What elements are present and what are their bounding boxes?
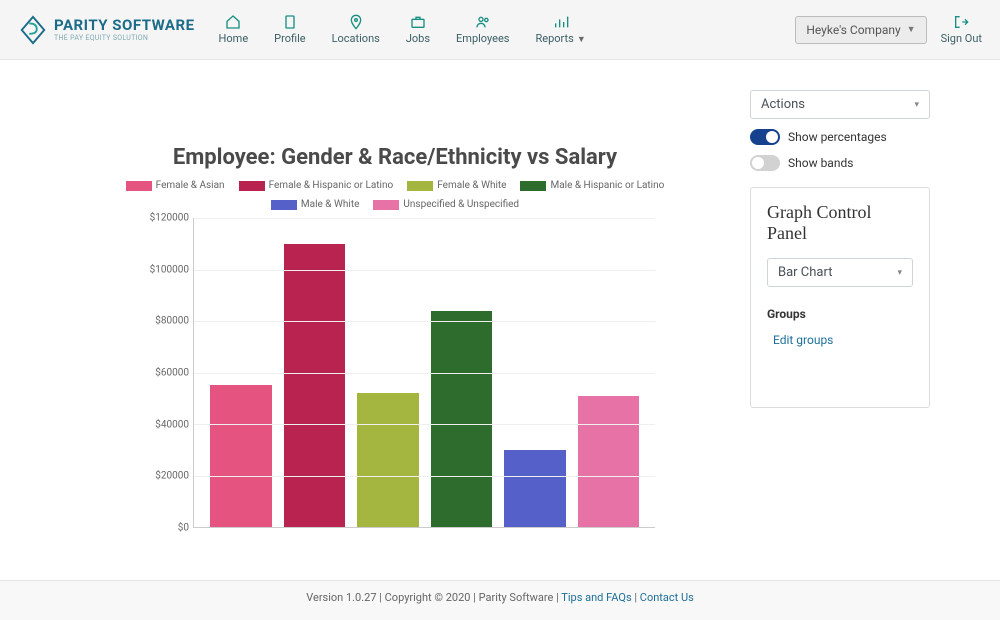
- page-body: Employee: Gender & Race/Ethnicity vs Sal…: [0, 60, 1000, 568]
- chart-type-dropdown[interactable]: Bar Chart ▾: [767, 258, 913, 287]
- legend-item[interactable]: Male & Hispanic or Latino: [520, 180, 664, 191]
- y-tick-label: $0: [178, 523, 189, 534]
- topbar: PARITY SOFTWARE THE PAY EQUITY SOLUTION …: [0, 0, 1000, 60]
- home-icon: [225, 14, 241, 30]
- legend-item[interactable]: Male & White: [271, 199, 359, 210]
- y-tick-label: $100000: [150, 264, 189, 275]
- legend-item[interactable]: Unspecified & Unspecified: [373, 199, 519, 210]
- legend-label: Female & Asian: [156, 180, 225, 191]
- profile-icon: [282, 14, 298, 30]
- sign-out-icon: [953, 14, 969, 30]
- legend-label: Male & White: [301, 199, 359, 210]
- chevron-down-icon: ▼: [577, 35, 586, 45]
- employees-icon: [475, 14, 491, 30]
- legend-item[interactable]: Female & White: [407, 180, 506, 191]
- legend-swatch: [271, 200, 297, 210]
- chart-bar[interactable]: [504, 450, 566, 527]
- y-tick-label: $80000: [155, 316, 189, 327]
- footer-tips-link[interactable]: Tips and FAQs: [561, 591, 631, 604]
- footer-version: Version 1.0.27 | Copyright © 2020 | Pari…: [306, 591, 561, 604]
- chart-bar[interactable]: [357, 393, 419, 527]
- legend-swatch: [239, 181, 265, 191]
- gridline: [194, 373, 655, 374]
- chart-bar[interactable]: [210, 385, 272, 527]
- sign-out-button[interactable]: Sign Out: [941, 14, 982, 45]
- nav-employees[interactable]: Employees: [450, 8, 515, 51]
- nav-locations[interactable]: Locations: [326, 8, 386, 51]
- panel-title: Graph Control Panel: [767, 202, 913, 244]
- y-tick-label: $60000: [155, 368, 189, 379]
- toggle-show-bands: Show bands: [750, 155, 930, 171]
- graph-control-panel: Graph Control Panel Bar Chart ▾ Groups E…: [750, 187, 930, 408]
- chart-plot: [193, 218, 655, 528]
- sign-out-label: Sign Out: [941, 32, 982, 45]
- chart-bar[interactable]: [578, 396, 640, 527]
- chart-bar[interactable]: [284, 244, 346, 527]
- footer: Version 1.0.27 | Copyright © 2020 | Pari…: [0, 580, 1000, 620]
- gridline: [194, 321, 655, 322]
- chart-icon: [553, 14, 569, 30]
- nav-label: Jobs: [406, 32, 430, 45]
- y-tick-label: $120000: [150, 213, 189, 224]
- toggle-percentages-label: Show percentages: [788, 130, 887, 144]
- legend-item[interactable]: Female & Hispanic or Latino: [239, 180, 394, 191]
- legend-swatch: [373, 200, 399, 210]
- chart-container: Employee: Gender & Race/Ethnicity vs Sal…: [60, 90, 730, 548]
- legend-swatch: [126, 181, 152, 191]
- chart-type-label: Bar Chart: [778, 265, 832, 280]
- nav-jobs[interactable]: Jobs: [400, 8, 436, 51]
- legend-item[interactable]: Female & Asian: [126, 180, 225, 191]
- nav-label: Locations: [332, 32, 380, 45]
- toggle-show-percentages: Show percentages: [750, 129, 930, 145]
- legend-swatch: [407, 181, 433, 191]
- brand-text: PARITY SOFTWARE THE PAY EQUITY SOLUTION: [54, 18, 195, 42]
- nav-label: Employees: [456, 32, 509, 45]
- topbar-right: Heyke's Company ▼ Sign Out: [795, 14, 982, 45]
- chart-legend: Female & Asian Female & Hispanic or Latin…: [125, 180, 665, 210]
- nav-home[interactable]: Home: [213, 8, 255, 51]
- parity-logo-icon: [18, 15, 48, 45]
- chart-bar[interactable]: [431, 311, 493, 527]
- y-tick-label: $40000: [155, 419, 189, 430]
- nav-label: Profile: [274, 32, 305, 45]
- legend-label: Unspecified & Unspecified: [403, 199, 519, 210]
- footer-contact-link[interactable]: Contact Us: [640, 591, 694, 604]
- legend-label: Female & White: [437, 180, 506, 191]
- toggle-bands-label: Show bands: [788, 156, 853, 170]
- brand-tagline: THE PAY EQUITY SOLUTION: [54, 35, 195, 42]
- nav-label: Home: [219, 32, 249, 45]
- legend-swatch: [520, 181, 546, 191]
- legend-label: Male & Hispanic or Latino: [550, 180, 664, 191]
- chart-y-axis: $0$20000$40000$60000$80000$100000$120000: [135, 218, 193, 528]
- gridline: [194, 424, 655, 425]
- chart-area: $0$20000$40000$60000$80000$100000$120000: [135, 218, 655, 548]
- nav-label: Reports▼: [535, 32, 585, 45]
- gridline: [194, 270, 655, 271]
- company-dropdown[interactable]: Heyke's Company ▼: [795, 16, 926, 44]
- chart-title: Employee: Gender & Race/Ethnicity vs Sal…: [173, 145, 617, 170]
- toggle-bands-switch[interactable]: [750, 155, 780, 171]
- company-name: Heyke's Company: [806, 23, 900, 37]
- briefcase-icon: [410, 14, 426, 30]
- gridline: [194, 218, 655, 219]
- legend-label: Female & Hispanic or Latino: [269, 180, 394, 191]
- nav-reports[interactable]: Reports▼: [529, 8, 591, 51]
- nav-profile[interactable]: Profile: [268, 8, 311, 51]
- brand-name: PARITY SOFTWARE: [54, 18, 195, 33]
- actions-label: Actions: [761, 97, 805, 112]
- chevron-down-icon: ▾: [897, 268, 902, 278]
- gridline: [194, 476, 655, 477]
- toggle-percentages-switch[interactable]: [750, 129, 780, 145]
- actions-dropdown[interactable]: Actions ▾: [750, 90, 930, 119]
- groups-heading: Groups: [767, 307, 913, 321]
- chevron-down-icon: ▾: [914, 100, 919, 110]
- location-icon: [348, 14, 364, 30]
- side-panel: Actions ▾ Show percentages Show bands Gr…: [750, 90, 930, 408]
- y-tick-label: $20000: [155, 471, 189, 482]
- edit-groups-link[interactable]: Edit groups: [767, 333, 913, 347]
- chevron-down-icon: ▼: [907, 24, 916, 35]
- brand-logo[interactable]: PARITY SOFTWARE THE PAY EQUITY SOLUTION: [18, 15, 195, 45]
- main-nav: Home Profile Locations Jobs Employees Re…: [213, 8, 592, 51]
